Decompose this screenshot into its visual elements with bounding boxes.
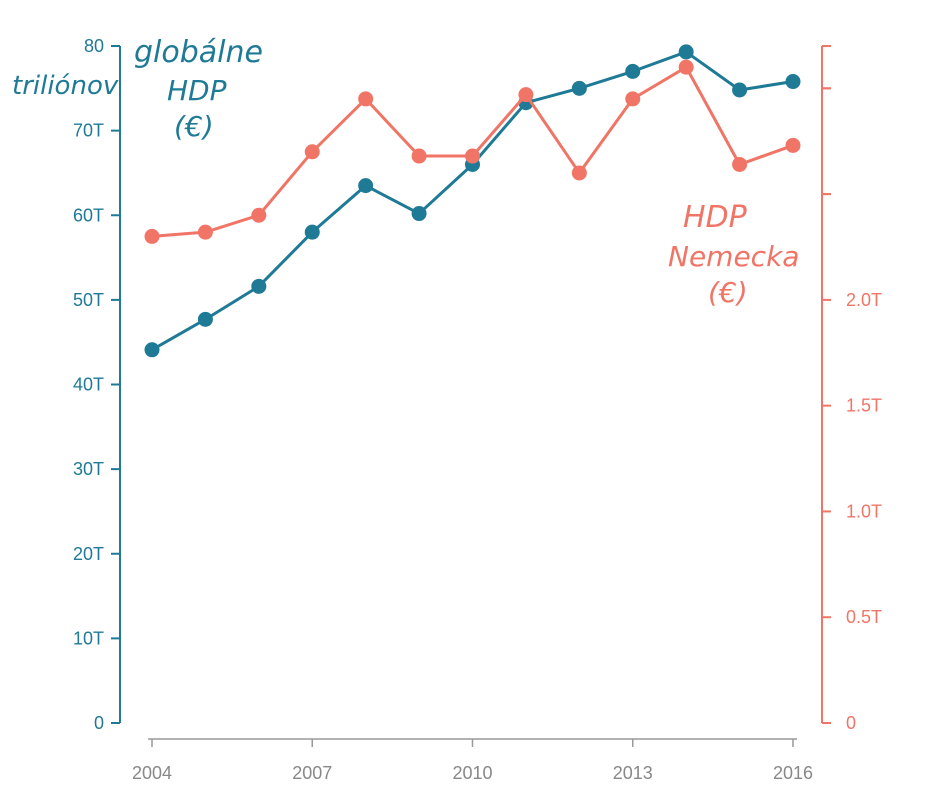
data-point xyxy=(571,80,587,96)
left-axis-tick-label: 80 xyxy=(84,36,104,56)
x-axis-tick-label: 2004 xyxy=(132,763,172,783)
right-axis-tick-label: 0 xyxy=(846,713,856,733)
data-point xyxy=(625,63,641,79)
data-point xyxy=(411,148,427,164)
data-point xyxy=(304,144,320,160)
right-axis-title-line-1: HDP xyxy=(683,200,748,235)
data-point xyxy=(144,342,160,358)
left-axis-tick-label: 20T xyxy=(73,544,104,564)
data-point xyxy=(304,224,320,240)
left-axis-tick-label: 40T xyxy=(73,375,104,395)
data-point xyxy=(785,137,801,153)
right-axis-title-line-3: (€) xyxy=(708,276,748,309)
left-axis-title-line-1: globálne xyxy=(134,35,263,70)
data-point xyxy=(358,91,374,107)
data-point xyxy=(197,224,213,240)
right-axis-title-line-2: Nemecka xyxy=(668,240,799,273)
right-axis-tick-label: 1.0T xyxy=(846,501,882,521)
data-point xyxy=(251,207,267,223)
right-axis-tick-label: 2.0T xyxy=(846,290,882,310)
data-point xyxy=(144,228,160,244)
right-axis-tick-label: 0.5T xyxy=(846,607,882,627)
data-point xyxy=(732,156,748,172)
left-axis-tick-label: 10T xyxy=(73,628,104,648)
series-germany-gdp xyxy=(144,59,801,244)
x-axis-tick-label: 2016 xyxy=(773,763,813,783)
data-point xyxy=(465,148,480,164)
x-axis-tick-label: 2013 xyxy=(613,763,653,783)
data-point xyxy=(518,87,534,103)
left-y-axis: 0 10T 20T 30T 40T 50T 60T 70T 80 xyxy=(73,36,121,733)
right-y-axis: 0 0.5T 1.0T 1.5T 2.0T xyxy=(821,45,882,733)
left-axis-title-line-2: HDP xyxy=(167,74,227,107)
data-point xyxy=(625,91,641,107)
x-axis-tick-label: 2007 xyxy=(292,763,332,783)
left-axis-unit-label: triliónov xyxy=(12,71,119,101)
data-point xyxy=(732,82,748,98)
data-point xyxy=(785,74,801,90)
left-axis-tick-label: 50T xyxy=(73,290,104,310)
data-point xyxy=(678,44,694,60)
left-axis-title-line-3: (€) xyxy=(174,110,214,143)
data-point xyxy=(678,59,694,75)
left-axis-tick-label: 0 xyxy=(94,713,104,733)
series-layer xyxy=(144,44,801,358)
left-axis-tick-label: 60T xyxy=(73,205,104,225)
data-point xyxy=(358,178,374,194)
x-axis: 2004 2007 2010 2013 2016 xyxy=(132,738,813,783)
left-axis-tick-label: 30T xyxy=(73,459,104,479)
data-point xyxy=(411,206,427,222)
data-point xyxy=(251,278,267,294)
data-point xyxy=(197,311,213,327)
right-axis-tick-label: 1.5T xyxy=(846,396,882,416)
x-axis-tick-label: 2010 xyxy=(452,763,492,783)
left-axis-tick-label: 70T xyxy=(73,121,104,141)
data-point xyxy=(571,165,587,181)
